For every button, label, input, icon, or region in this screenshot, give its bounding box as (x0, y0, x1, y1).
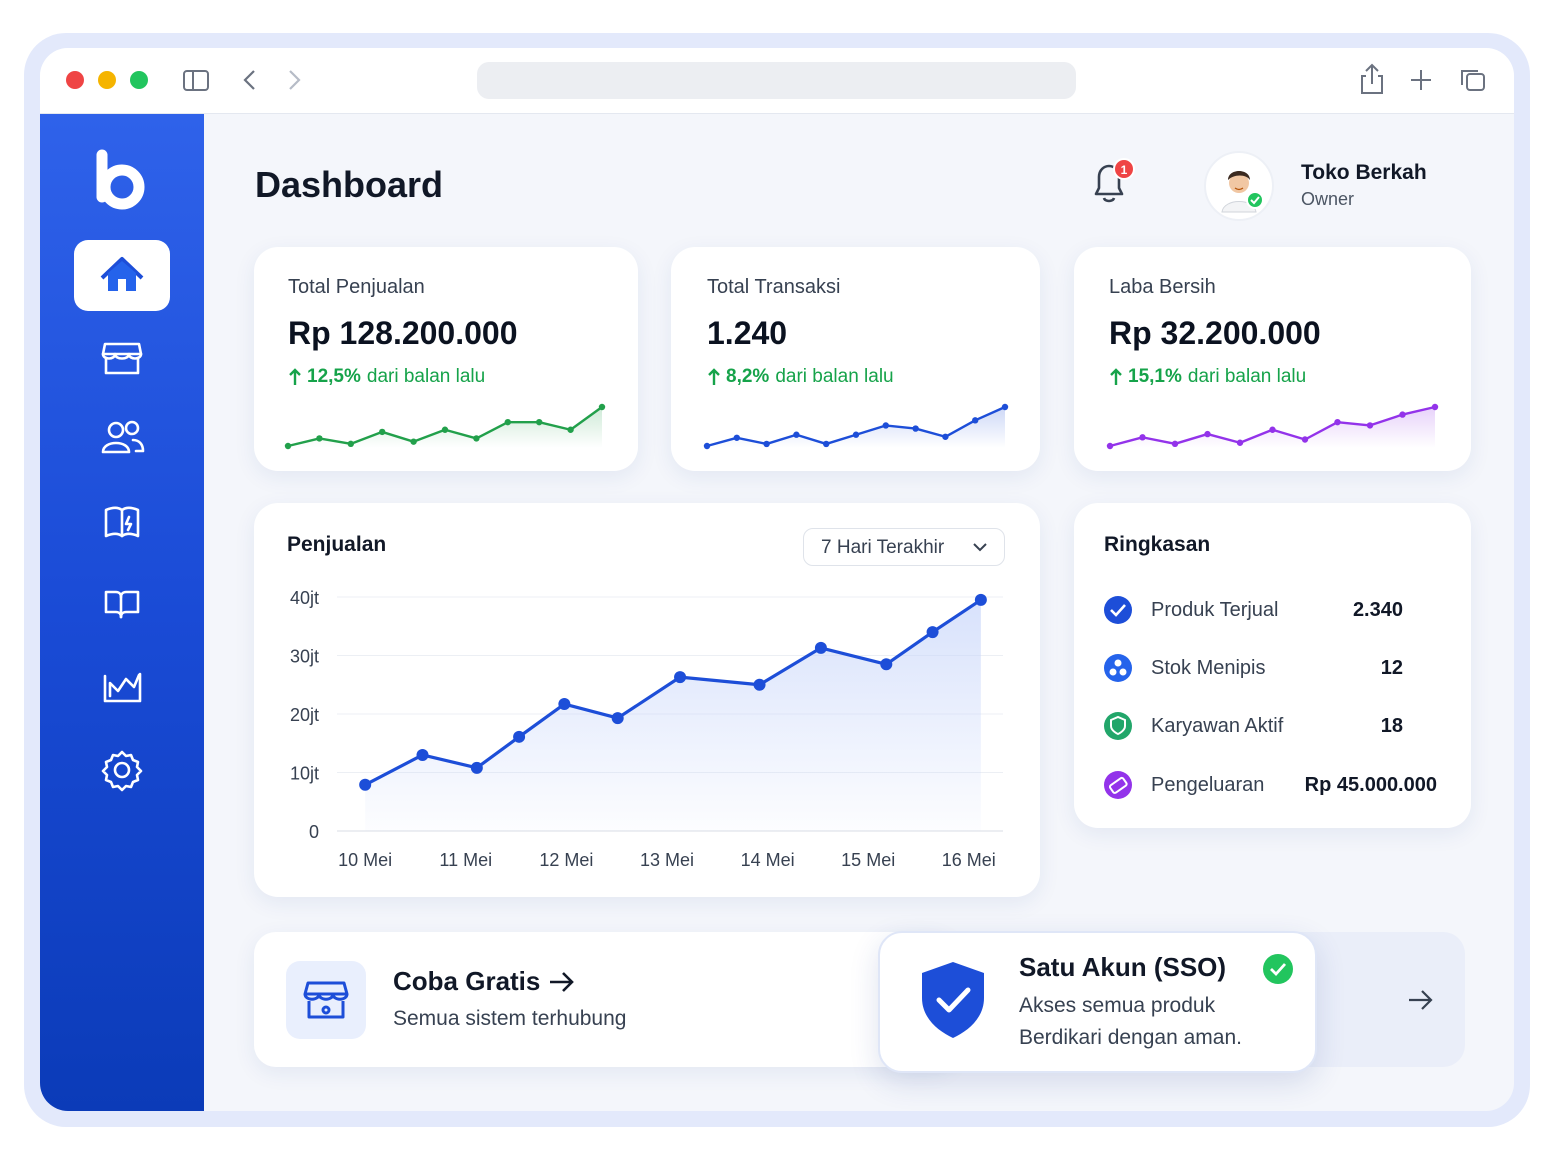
summary-card (1074, 503, 1471, 828)
summary-value: 12 (1380, 657, 1403, 679)
sso-line: Berdikari dengan aman. (1019, 1026, 1242, 1049)
up-arrow (1110, 368, 1122, 385)
avatar[interactable] (1198, 150, 1282, 224)
stat-value: 1.240 (707, 315, 788, 351)
user-role: Owner (1301, 189, 1355, 209)
nav-settings[interactable] (101, 750, 143, 792)
sso-title: Satu Akun (SSO) (1019, 952, 1227, 982)
close-button[interactable] (66, 71, 84, 89)
summary-label: Stok Menipis (1151, 657, 1266, 679)
stat-change: 15,1% (1128, 366, 1182, 387)
stat-change: 12,5% (307, 366, 361, 387)
summary-label: Produk Terjual (1151, 599, 1279, 621)
maximize-button[interactable] (130, 71, 148, 89)
check-icon (1104, 596, 1132, 624)
sidebar-toggle[interactable] (183, 70, 209, 91)
new-tab-button[interactable] (1411, 70, 1431, 90)
up-arrow (289, 368, 301, 385)
stat-value: Rp 128.200.000 (288, 315, 518, 351)
promo-card[interactable] (254, 932, 954, 1067)
stat-label: Total Penjualan (288, 276, 425, 298)
notification-bell[interactable]: 1 (1085, 155, 1145, 210)
stat-change-text: dari balan lalu (1187, 366, 1307, 387)
summary-title: Ringkasan (1104, 533, 1211, 556)
notification-count: 1 (1121, 163, 1128, 177)
staff-icon (1104, 712, 1132, 740)
nav-users[interactable] (101, 420, 145, 454)
forward-button[interactable] (289, 70, 301, 90)
chevron (973, 543, 987, 552)
summary-value: Rp 45.000.000 (1304, 774, 1437, 796)
tabs-button[interactable] (1461, 70, 1485, 91)
user-name: Toko Berkah (1301, 161, 1427, 184)
chart-title: Penjualan (287, 533, 387, 556)
promo-subtitle: Semua sistem terhubung (393, 1007, 627, 1030)
next-arrow[interactable] (1407, 988, 1435, 1012)
promo-title: Coba Gratis (393, 966, 541, 996)
stat-label: Total Transaksi (707, 276, 841, 298)
sso-check (1263, 954, 1293, 984)
minimize-button[interactable] (98, 71, 116, 89)
period-dropdown[interactable]: 7 Hari Terakhir (803, 528, 1005, 566)
stat-change: 8,2% (726, 366, 770, 387)
stat-value: Rp 32.200.000 (1109, 315, 1321, 351)
sidebar-nav (74, 149, 170, 792)
nav-analytics[interactable] (103, 672, 142, 703)
home-icon (100, 257, 144, 291)
summary-label: Karyawan Aktif (1151, 715, 1284, 737)
toolbar-icons (66, 62, 1485, 99)
shield-icon (922, 962, 984, 1038)
stat-change-text: dari balan lalu (366, 366, 486, 387)
sso-line: Akses semua produk (1019, 994, 1216, 1017)
store-icon (286, 961, 366, 1039)
nav-report[interactable] (104, 590, 140, 619)
share-button[interactable] (1361, 63, 1383, 94)
promo-arrow[interactable] (548, 970, 576, 994)
stat-change-text: dari balan lalu (775, 366, 894, 387)
summary-value: 18 (1380, 715, 1403, 737)
page-title: Dashboard (255, 164, 444, 205)
period-label: 7 Hari Terakhir (821, 537, 945, 558)
nav-catalog[interactable] (104, 506, 140, 538)
nav-store[interactable] (101, 342, 143, 375)
summary-label: Pengeluaran (1151, 774, 1265, 796)
expense-icon (1104, 771, 1132, 799)
up-arrow (708, 368, 720, 385)
address-bar[interactable] (477, 62, 1076, 99)
summary-value: 2.340 (1352, 599, 1403, 621)
summary-icons (1104, 596, 1132, 799)
stat-label: Laba Bersih (1109, 276, 1216, 298)
stock-icon (1104, 654, 1132, 682)
back-button[interactable] (243, 70, 255, 90)
logo (96, 149, 145, 210)
